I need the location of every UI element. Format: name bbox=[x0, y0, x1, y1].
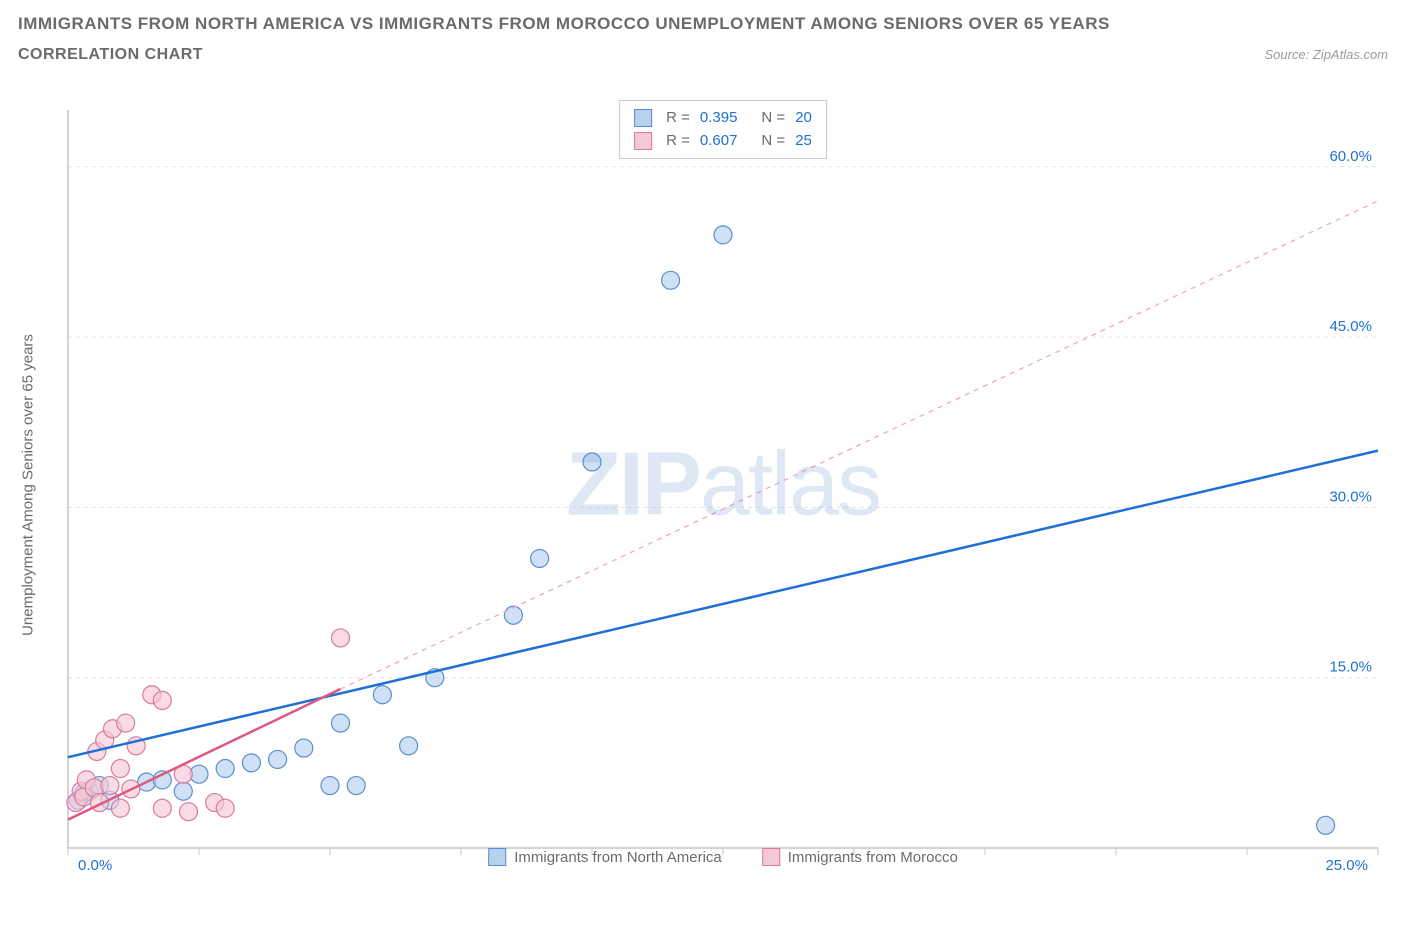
legend-stats-row: R = 0.395 N = 20 bbox=[634, 107, 812, 130]
data-point-north_america bbox=[174, 782, 192, 800]
page-title: IMMIGRANTS FROM NORTH AMERICA VS IMMIGRA… bbox=[18, 14, 1388, 34]
x-tick-label: 0.0% bbox=[78, 857, 112, 870]
stat-r-value: 0.607 bbox=[700, 130, 738, 153]
header: IMMIGRANTS FROM NORTH AMERICA VS IMMIGRA… bbox=[18, 14, 1388, 64]
data-point-north_america bbox=[295, 739, 313, 757]
data-point-morocco bbox=[153, 799, 171, 817]
data-point-north_america bbox=[321, 777, 339, 795]
trendline-north_america bbox=[68, 451, 1378, 758]
stat-n-label: N = bbox=[761, 107, 785, 130]
legend-swatch bbox=[488, 848, 506, 866]
legend-swatch bbox=[762, 848, 780, 866]
data-point-north_america bbox=[714, 226, 732, 244]
data-point-north_america bbox=[662, 271, 680, 289]
subtitle-row: CORRELATION CHART Source: ZipAtlas.com bbox=[18, 46, 1388, 64]
legend-swatch bbox=[634, 109, 652, 127]
data-point-morocco bbox=[101, 777, 119, 795]
data-point-north_america bbox=[373, 686, 391, 704]
bottom-legend: Immigrants from North America Immigrants … bbox=[488, 848, 958, 866]
data-point-north_america bbox=[331, 714, 349, 732]
x-tick-label: 25.0% bbox=[1325, 857, 1368, 870]
scatter-plot: 15.0% 30.0% 45.0% 60.0% 0.0% 25.0% bbox=[58, 100, 1388, 870]
data-point-north_america bbox=[242, 754, 260, 772]
data-point-north_america bbox=[400, 737, 418, 755]
data-point-morocco bbox=[117, 714, 135, 732]
y-tick-label: 15.0% bbox=[1329, 659, 1372, 676]
legend-stats: R = 0.395 N = 20 R = 0.607 N = 25 bbox=[619, 100, 827, 159]
data-point-north_america bbox=[504, 606, 522, 624]
legend-item: Immigrants from North America bbox=[488, 848, 722, 866]
stat-n-value: 25 bbox=[795, 130, 812, 153]
data-point-north_america bbox=[216, 760, 234, 778]
data-point-north_america bbox=[347, 777, 365, 795]
stat-r-value: 0.395 bbox=[700, 107, 738, 130]
stat-n-value: 20 bbox=[795, 107, 812, 130]
stat-n-label: N = bbox=[761, 130, 785, 153]
legend-label: Immigrants from North America bbox=[514, 849, 722, 866]
legend-item: Immigrants from Morocco bbox=[762, 848, 958, 866]
data-point-morocco bbox=[331, 629, 349, 647]
y-tick-label: 60.0% bbox=[1329, 148, 1372, 165]
legend-swatch bbox=[634, 132, 652, 150]
stat-r-label: R = bbox=[666, 107, 690, 130]
trendline-ext-morocco bbox=[340, 201, 1378, 689]
data-point-north_america bbox=[269, 750, 287, 768]
data-point-north_america bbox=[1317, 816, 1335, 834]
legend-label: Immigrants from Morocco bbox=[788, 849, 958, 866]
y-axis-label: Unemployment Among Seniors over 65 years bbox=[20, 334, 37, 636]
data-point-morocco bbox=[111, 799, 129, 817]
source-label: Source: ZipAtlas.com bbox=[1264, 47, 1388, 62]
stat-r-label: R = bbox=[666, 130, 690, 153]
data-point-morocco bbox=[180, 803, 198, 821]
y-tick-label: 45.0% bbox=[1329, 318, 1372, 335]
legend-stats-row: R = 0.607 N = 25 bbox=[634, 130, 812, 153]
data-point-north_america bbox=[583, 453, 601, 471]
y-tick-label: 30.0% bbox=[1329, 488, 1372, 505]
subtitle: CORRELATION CHART bbox=[18, 46, 203, 64]
data-point-morocco bbox=[153, 691, 171, 709]
data-point-morocco bbox=[111, 760, 129, 778]
data-point-north_america bbox=[531, 549, 549, 567]
chart-area: Unemployment Among Seniors over 65 years… bbox=[58, 100, 1388, 870]
data-point-morocco bbox=[216, 799, 234, 817]
